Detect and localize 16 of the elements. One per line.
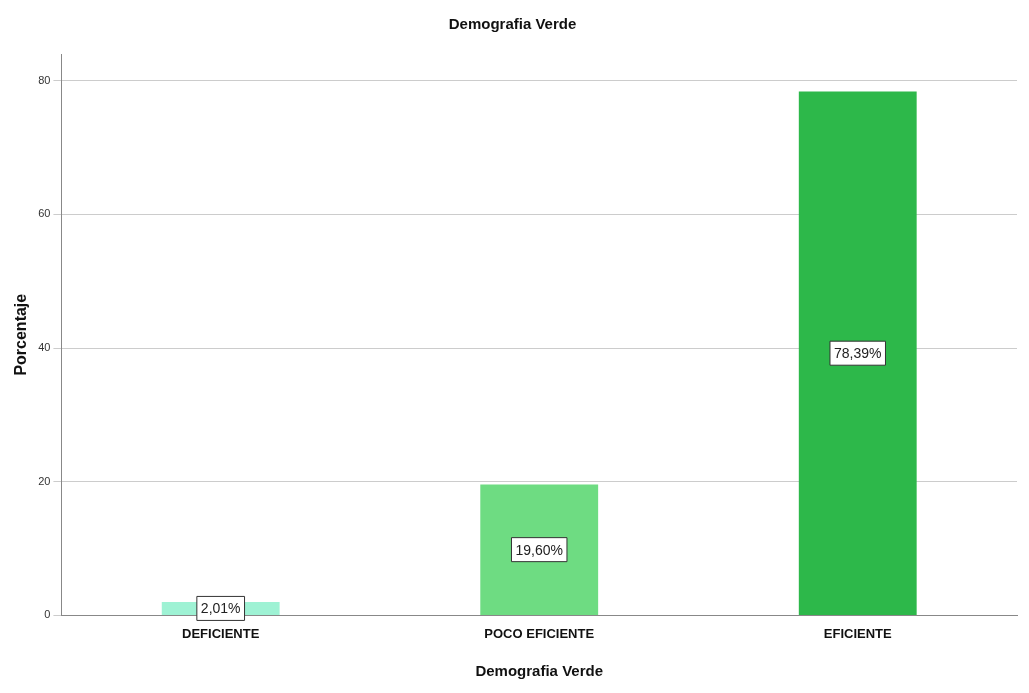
y-tick-label: 80 — [38, 73, 51, 86]
y-tick-label: 40 — [38, 341, 51, 354]
y-axis-title: Porcentaje — [12, 293, 30, 376]
y-tick-label: 0 — [44, 608, 51, 621]
bar — [798, 91, 917, 615]
bar — [480, 484, 599, 615]
y-tick-label: 60 — [38, 207, 51, 220]
chart-title: Demografia Verde — [448, 15, 577, 33]
x-tick-label: POCO EFICIENTE — [484, 625, 595, 641]
data-label: 2,01% — [200, 600, 241, 617]
x-tick-label: DEFICIENTE — [182, 625, 260, 641]
data-label: 78,39% — [834, 345, 882, 362]
x-tick-label: EFICIENTE — [823, 625, 893, 641]
y-tick-label: 20 — [38, 474, 51, 487]
x-axis-title: Demografia Verde — [475, 662, 603, 680]
data-label: 19,60% — [515, 541, 563, 558]
